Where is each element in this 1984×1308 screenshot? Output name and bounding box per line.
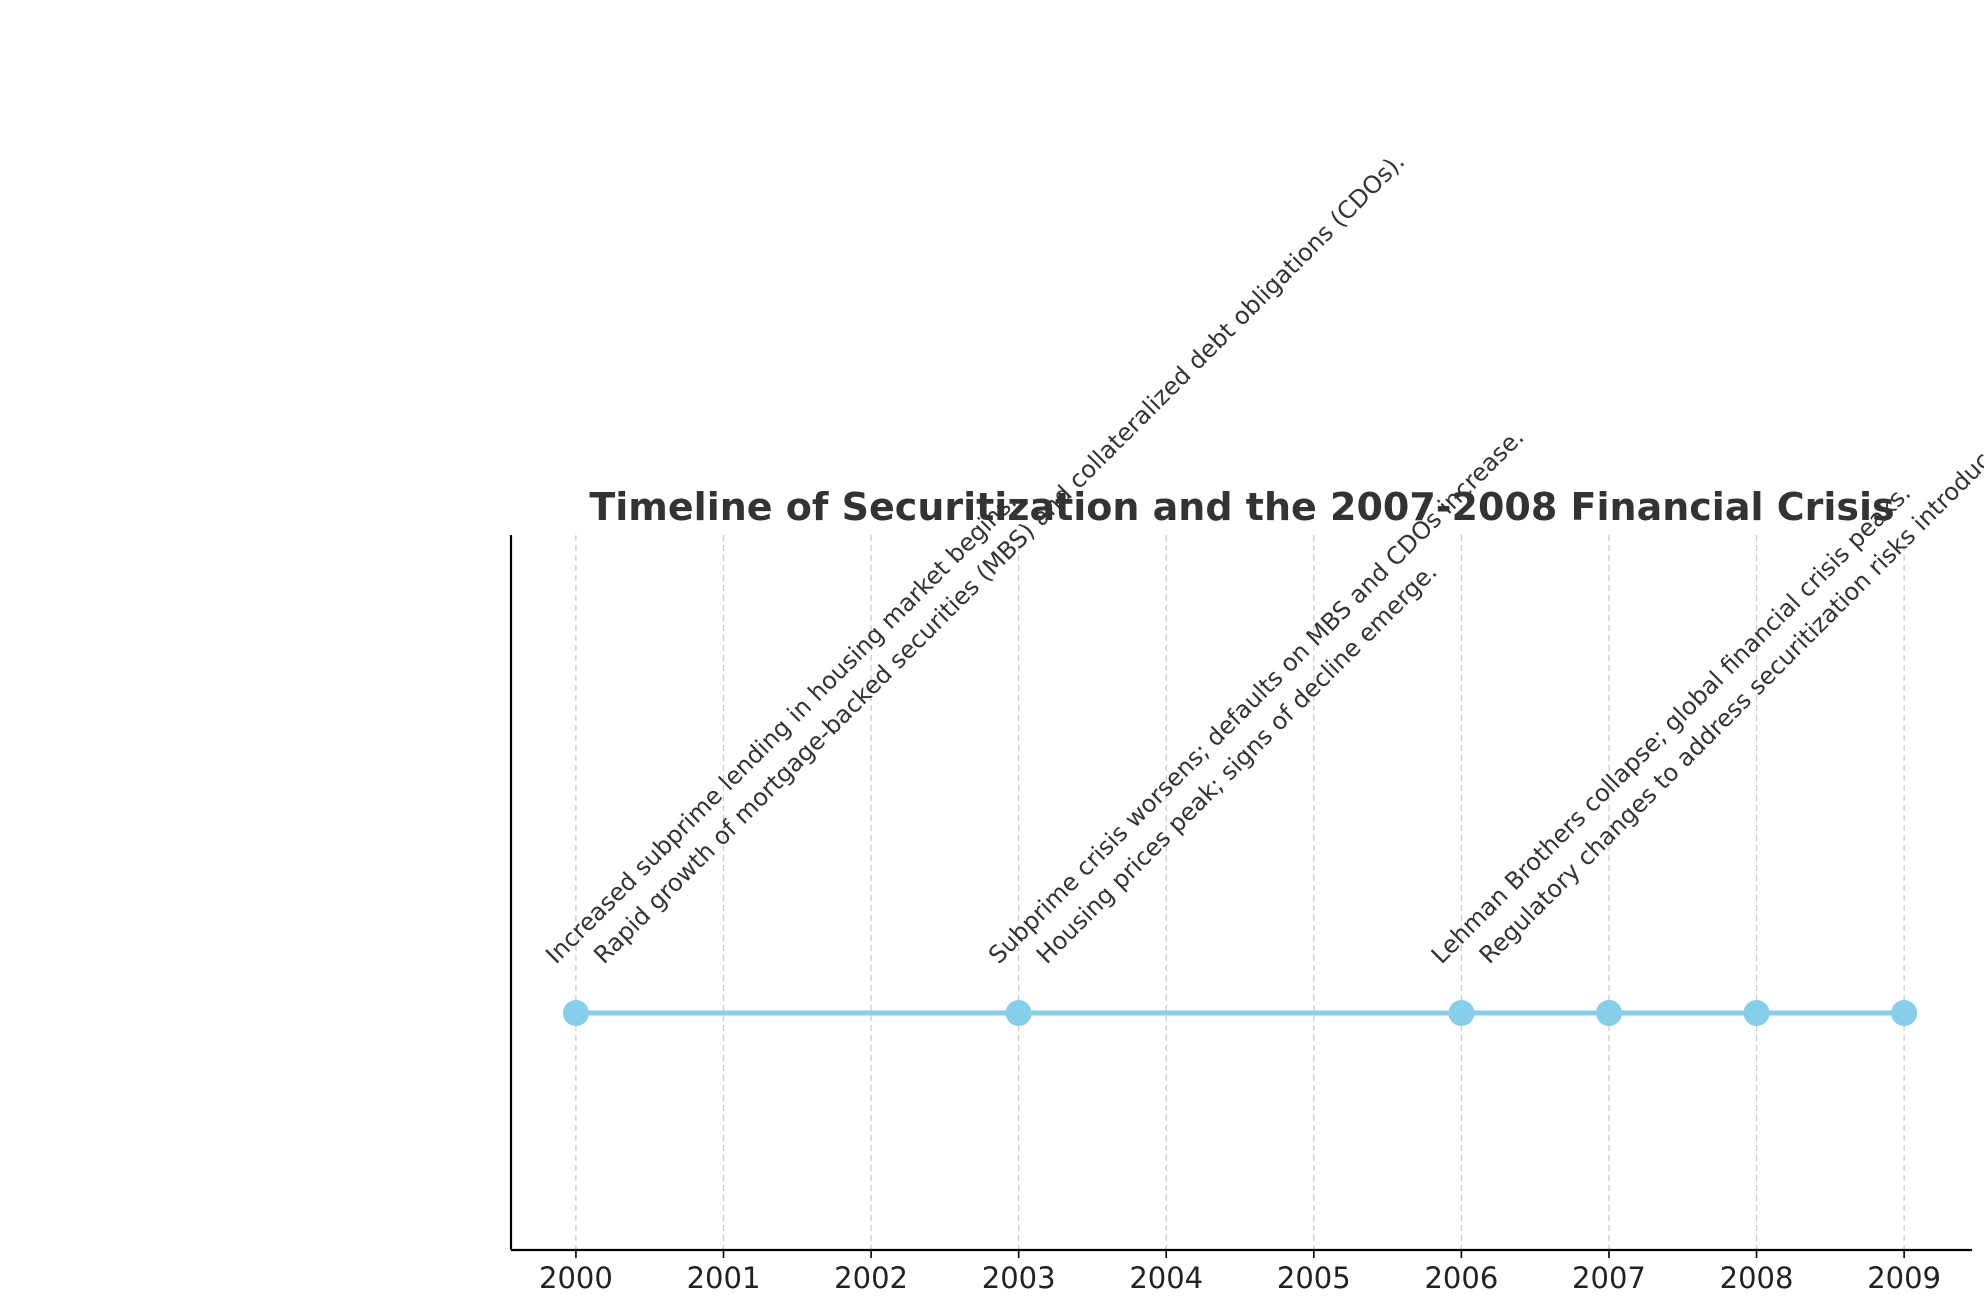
timeline-point-2006 (1448, 1000, 1475, 1026)
event-label-5: Lehman Brothers collapse; global financi… (1426, 479, 1916, 969)
chart-title: Timeline of Securitization and the 2007-… (589, 485, 1894, 529)
x-tick-label-2009: 2009 (1867, 1261, 1941, 1295)
event-annotations: Increased subprime lending in housing ma… (540, 147, 1984, 969)
event-label-4: Housing prices peak; signs of decline em… (1031, 558, 1443, 970)
timeline-point-2008 (1743, 1000, 1770, 1026)
timeline-point-2003 (1005, 1000, 1032, 1026)
x-tick-label-2007: 2007 (1572, 1261, 1646, 1295)
x-tick-label-2005: 2005 (1277, 1261, 1351, 1295)
timeline-point-2000 (562, 1000, 589, 1026)
x-tick-label-2001: 2001 (687, 1261, 761, 1295)
event-label-2: Rapid growth of mortgage-backed securiti… (588, 147, 1410, 969)
x-tick-label-2006: 2006 (1424, 1261, 1498, 1295)
x-tick-label-2002: 2002 (834, 1261, 908, 1295)
timeline-point-2007 (1595, 1000, 1622, 1026)
x-tick-label-2003: 2003 (982, 1261, 1056, 1295)
x-axis-ticks: 2000 2001 2002 2003 2004 2005 2006 2007 2008 2009 (539, 1250, 1941, 1295)
timeline-point-2009 (1891, 1000, 1918, 1026)
x-tick-label-2004: 2004 (1129, 1261, 1203, 1295)
x-tick-label-2000: 2000 (539, 1261, 613, 1295)
grid-lines (575, 535, 1905, 1250)
timeline-series (562, 1000, 1918, 1026)
x-tick-label-2008: 2008 (1720, 1261, 1794, 1295)
event-label-1: Increased subprime lending in housing ma… (540, 487, 1022, 969)
